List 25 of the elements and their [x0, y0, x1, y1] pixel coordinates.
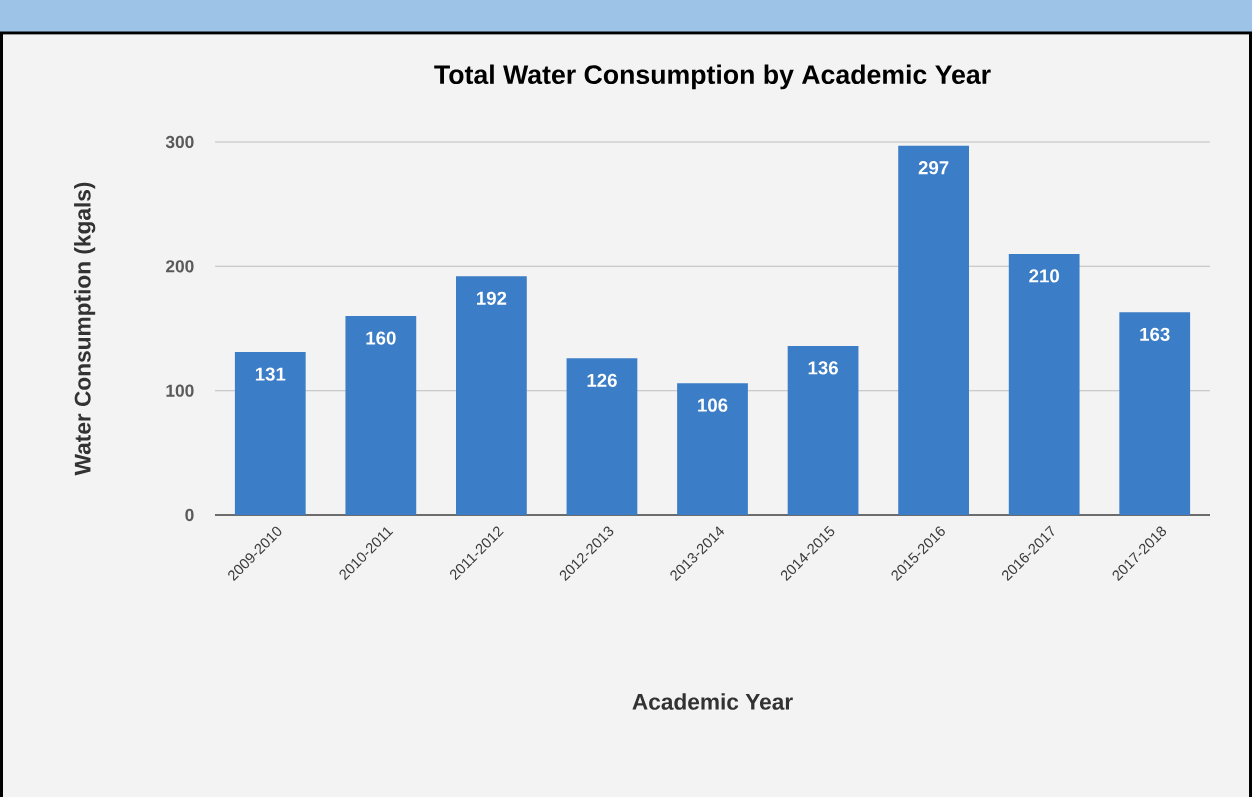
- x-axis-title: Academic Year: [632, 693, 793, 710]
- bar: [787, 345, 859, 515]
- data-label: 192: [476, 291, 507, 305]
- y-tick-label: 200: [165, 260, 194, 273]
- bar: [345, 316, 417, 515]
- y-tick-label: 0: [185, 508, 194, 522]
- data-label: 136: [808, 361, 838, 375]
- data-label: 126: [587, 373, 617, 387]
- data-label: 297: [918, 161, 949, 175]
- bar: [234, 352, 306, 515]
- data-label: 160: [366, 331, 396, 345]
- bar: [1119, 312, 1191, 515]
- data-label: 131: [255, 367, 286, 381]
- chart-title: Total Water Consumption by Academic Year: [434, 64, 991, 90]
- data-label: 210: [1029, 269, 1059, 283]
- y-tick-label: 300: [165, 135, 194, 149]
- data-label: 106: [698, 398, 728, 412]
- bar: [1008, 253, 1080, 515]
- y-axis-title: Water Consumption (kgals): [74, 182, 96, 476]
- bar: [456, 276, 527, 515]
- data-label: 163: [1140, 327, 1170, 341]
- bar: [566, 358, 638, 515]
- bar: [898, 145, 969, 515]
- bar: [677, 383, 748, 515]
- y-tick-label: 100: [166, 384, 194, 397]
